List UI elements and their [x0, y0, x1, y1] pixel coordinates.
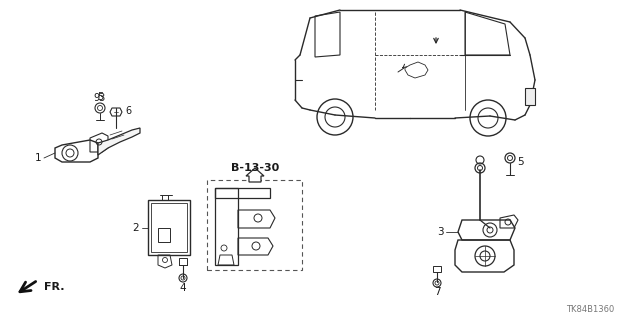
Text: FR.: FR.	[44, 282, 64, 292]
Text: 5: 5	[516, 157, 524, 167]
Polygon shape	[246, 168, 264, 182]
Text: 1: 1	[35, 153, 42, 163]
Text: B-13-30: B-13-30	[231, 163, 279, 173]
Text: TK84B1360: TK84B1360	[566, 306, 614, 315]
Text: 3: 3	[436, 227, 444, 237]
Bar	[207, 180, 302, 270]
Polygon shape	[98, 128, 140, 155]
Bar	[151, 203, 187, 252]
Text: 6: 6	[125, 106, 131, 116]
Text: 7: 7	[434, 287, 440, 297]
Bar	[148, 200, 190, 255]
Text: 93: 93	[94, 93, 106, 103]
Text: 2: 2	[132, 223, 140, 233]
Polygon shape	[525, 88, 535, 105]
Text: 5: 5	[97, 92, 103, 102]
Bar	[158, 228, 170, 242]
Text: 4: 4	[180, 283, 186, 293]
